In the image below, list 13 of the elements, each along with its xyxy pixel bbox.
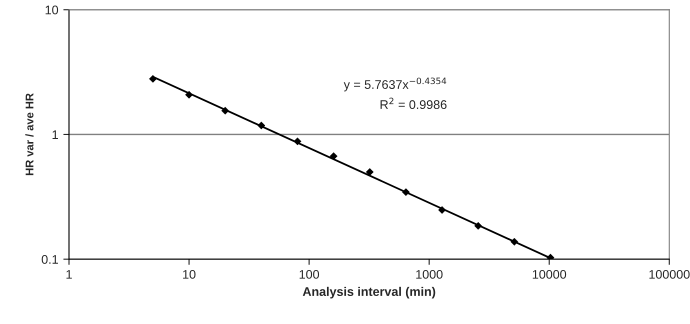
x-tick-label: 10 <box>183 270 196 279</box>
x-tick-label: 1000 <box>416 270 443 279</box>
y-axis-title: HR var / ave HR <box>25 93 34 176</box>
x-tick-label: 1 <box>66 270 72 279</box>
x-tick-label: 100000 <box>649 270 690 279</box>
x-tick-label: 100 <box>300 270 320 279</box>
annotation: R$^{2}$ = 0.9986 <box>380 98 447 110</box>
annotation: y = 5.7637x$^{−0.4354}$ <box>344 78 446 92</box>
y-tick-label: 0.1 <box>42 255 58 264</box>
x-axis-title: Analysis interval (min) <box>302 286 436 298</box>
y-tick-label: 10 <box>46 6 58 14</box>
y-tick-label: 1 <box>52 130 58 139</box>
x-tick-label: 10000 <box>532 270 566 279</box>
